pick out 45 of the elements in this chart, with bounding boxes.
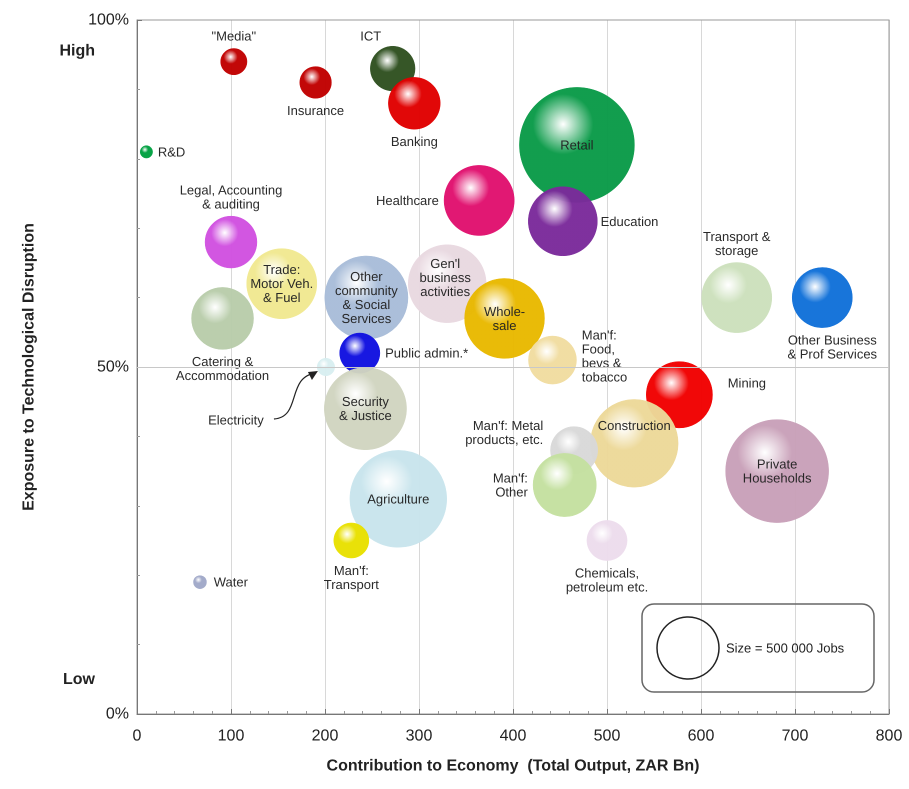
x-tick-label: 700 [782,728,808,744]
y-tick-label: 100% [88,12,129,28]
series-label: Education [600,214,658,229]
series-label: Water [214,574,249,590]
text: Low [63,670,96,688]
series-label: Other Business & Prof Services [787,332,878,362]
series-label: Trade: Motor Veh. & Fuel [250,262,314,306]
series-label: Banking [390,134,438,149]
x-tick-label: 0 [132,728,142,744]
y-tick-label: 0% [106,706,129,722]
series-label: Security & Justice [339,394,392,424]
x-tick-label: 100 [218,728,244,744]
text: Electricity [208,412,264,428]
series-label: Other community & Social Services [334,269,398,326]
series-label: "Media" [212,28,257,44]
series-label: Whole- sale [484,304,526,333]
x-tick-label: 600 [688,728,714,744]
series-label: Man'f: Metal products, etc. [465,418,544,447]
text: High [59,42,95,60]
series-label: Legal, Accounting & auditing [180,182,282,212]
series-label: Man'f: Transport [324,562,380,592]
series-label: Transport & storage [703,228,771,258]
series-label: Man'f: Other [492,470,529,500]
series-label: Retail [560,137,594,152]
series-label: Chemicals, petroleum etc. [566,565,648,594]
x-tick-label: 200 [312,728,338,744]
series-label: Gen'l business activities [420,256,472,300]
x-tick-label: 800 [876,728,902,744]
y-tick-label: 50% [96,358,129,376]
series-label: Insurance [287,103,344,118]
series-label: R&D [158,144,186,160]
series-label: ICT [360,28,382,44]
series-label: Public admin.* [385,346,468,361]
series-label: Healthcare [376,192,439,208]
x-axis-title: Contribution to Economy (Total Output, ZAR Bn) [326,758,700,774]
series-label: Catering & Accommodation [176,354,270,384]
x-tick-label: 500 [594,728,620,744]
x-tick-label: 300 [406,728,432,744]
series-label: Agriculture [367,491,430,506]
series-label: Mining [728,375,766,390]
x-tick-label: 400 [500,728,526,744]
y-axis-title: Exposure to Technological Disruption [20,223,38,511]
series-label: Private Households [742,456,812,486]
series-label: Construction [598,418,671,433]
legend-label: Size = 500 000 Jobs [726,640,845,656]
